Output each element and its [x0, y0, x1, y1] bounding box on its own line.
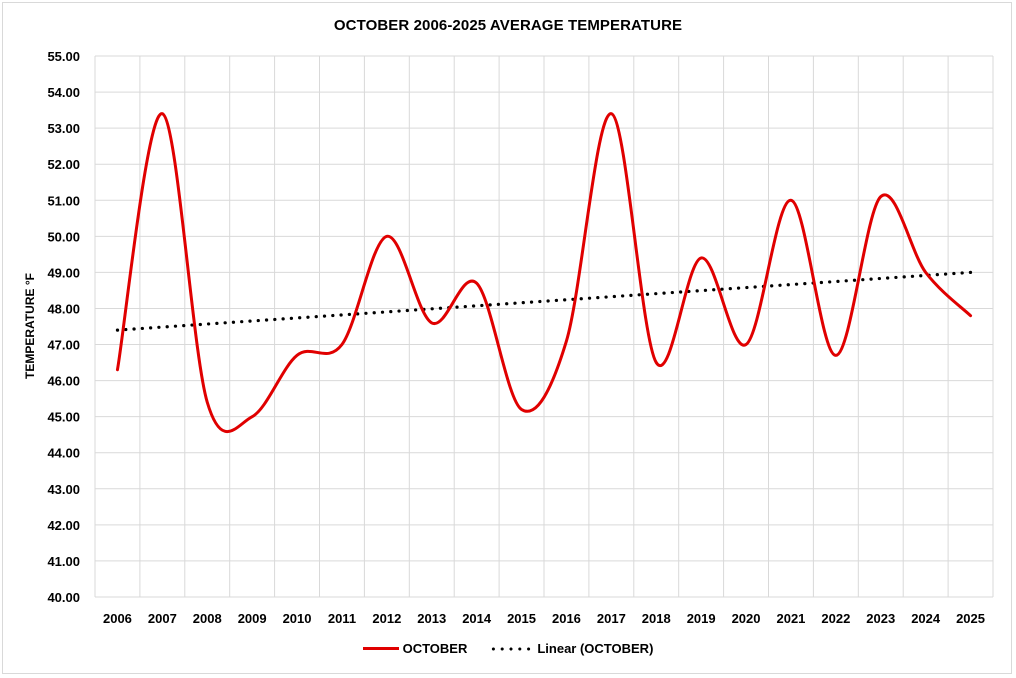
x-tick-label: 2020	[732, 611, 761, 626]
y-tick-label: 40.00	[47, 590, 80, 605]
y-tick-label: 49.00	[47, 265, 80, 280]
y-tick-label: 54.00	[47, 85, 80, 100]
x-tick-label: 2011	[328, 611, 356, 626]
x-tick-label: 2006	[103, 611, 132, 626]
legend-swatch-linear	[489, 646, 534, 651]
x-tick-label: 2014	[462, 611, 492, 626]
series-line-october	[115, 112, 973, 434]
x-tick-label: 2017	[597, 611, 626, 626]
y-tick-label: 52.00	[47, 157, 80, 172]
y-tick-label: 55.00	[47, 49, 80, 64]
x-tick-label: 2016	[552, 611, 581, 626]
y-tick-label: 51.00	[47, 193, 80, 208]
y-tick-label: 44.00	[47, 446, 80, 461]
x-tick-label: 2012	[372, 611, 401, 626]
x-tick-label: 2025	[956, 611, 985, 626]
y-tick-labels: 40.00 41.00 42.00 43.00 44.00 45.00 46.00 47.00…	[47, 49, 80, 605]
x-tick-label: 2015	[507, 611, 536, 626]
y-tick-label: 53.00	[47, 121, 80, 136]
x-tick-label: 2008	[193, 611, 222, 626]
x-tick-label: 2019	[687, 611, 716, 626]
legend: OCTOBER Linear (OCTOBER)	[0, 641, 1016, 656]
y-tick-label: 47.00	[47, 338, 80, 353]
x-tick-label: 2009	[238, 611, 267, 626]
x-tick-label: 2013	[417, 611, 446, 626]
legend-swatch-october	[362, 647, 399, 650]
x-tick-label: 2007	[148, 611, 177, 626]
x-tick-label: 2010	[283, 611, 312, 626]
x-tick-label: 2021	[776, 611, 805, 626]
x-tick-label: 2023	[866, 611, 895, 626]
y-tick-label: 50.00	[47, 229, 80, 244]
series-october	[115, 112, 973, 434]
y-tick-label: 46.00	[47, 374, 80, 389]
y-tick-label: 41.00	[47, 554, 80, 569]
legend-item-october[interactable]: OCTOBER	[362, 641, 468, 656]
x-tick-labels: 2006 2007 2008 2009 2010 2011 2012 2013 2014 2015…	[103, 611, 985, 626]
x-tick-label: 2024	[911, 611, 941, 626]
chart-title: OCTOBER 2006-2025 AVERAGE TEMPERATURE	[333, 17, 683, 34]
legend-label-october: OCTOBER	[402, 641, 468, 656]
gridlines	[94, 55, 994, 598]
trendline-linear	[115, 270, 973, 332]
y-tick-label: 48.00	[47, 301, 80, 316]
y-tick-label: 43.00	[47, 482, 80, 497]
trendline	[115, 270, 973, 332]
y-tick-label: 45.00	[47, 410, 80, 425]
x-tick-label: 2018	[642, 611, 671, 626]
legend-item-linear[interactable]: Linear (OCTOBER)	[489, 641, 653, 656]
legend-label-linear: Linear (OCTOBER)	[537, 641, 654, 656]
x-tick-label: 2022	[821, 611, 850, 626]
y-tick-label: 42.00	[47, 518, 80, 533]
